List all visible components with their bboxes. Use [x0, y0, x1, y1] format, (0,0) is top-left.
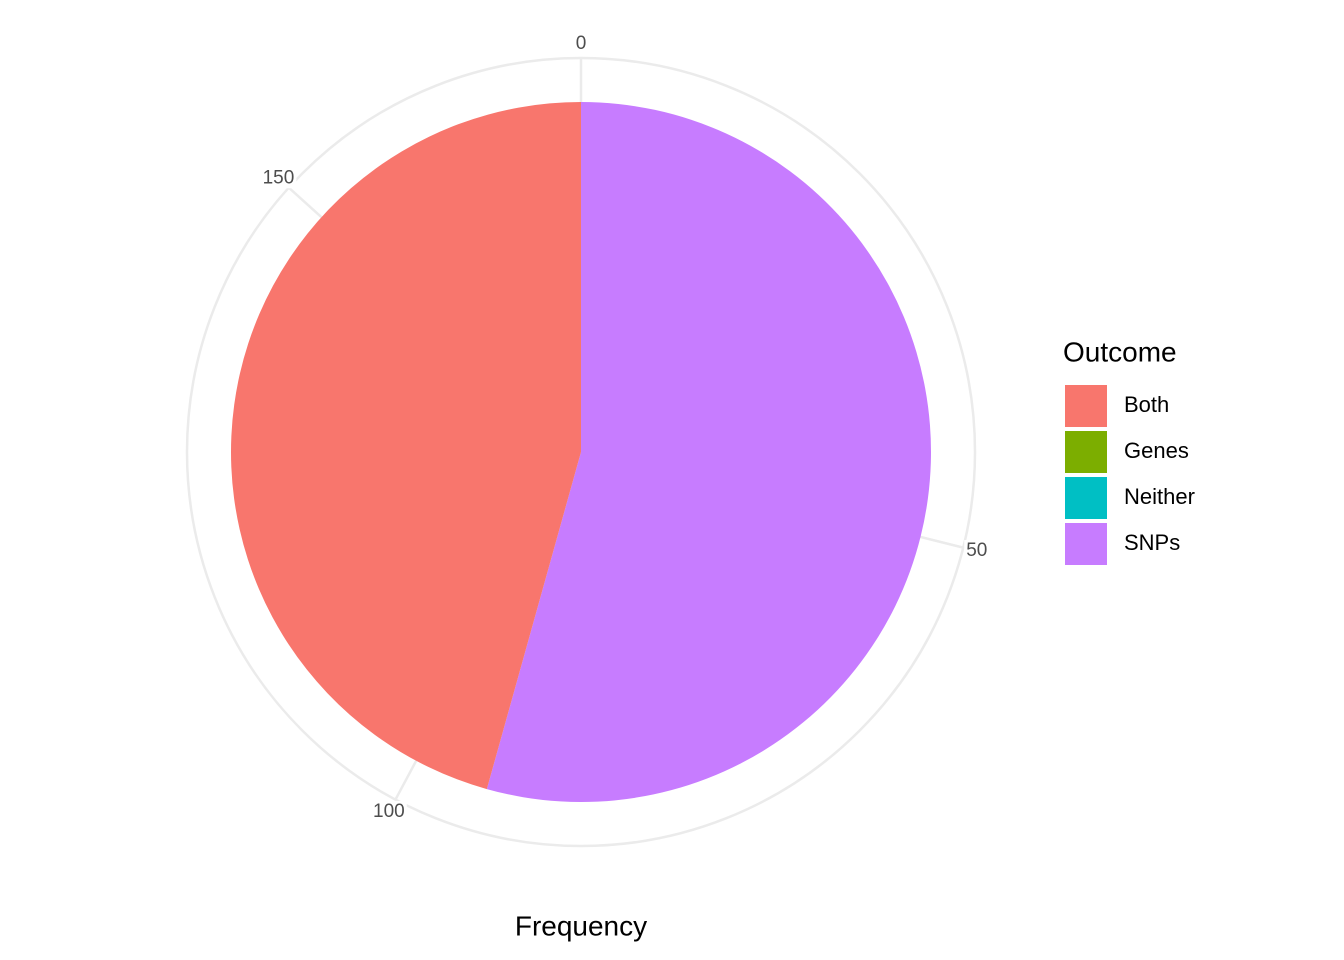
- legend-title: Outcome: [1063, 336, 1177, 367]
- theta-tick-label: 150: [263, 167, 295, 188]
- theta-tick-label: 0: [576, 33, 587, 54]
- tick-label-bg: [260, 167, 297, 189]
- legend-key: [1065, 523, 1107, 565]
- legend-label: Genes: [1124, 438, 1189, 463]
- pie-slice: [486, 102, 931, 802]
- x-axis-title: Frequency: [515, 910, 647, 941]
- tick-label-bg: [573, 33, 589, 55]
- pie-slice: [230, 102, 581, 790]
- legend-label: Both: [1124, 392, 1169, 417]
- tick-label-bg: [964, 540, 990, 562]
- legend-key: [1065, 477, 1107, 519]
- tick-label-bg: [371, 800, 407, 822]
- theta-tick-label: 100: [373, 801, 405, 822]
- legend-key: [1065, 385, 1107, 427]
- legend-label: SNPs: [1124, 530, 1180, 555]
- legend-label: Neither: [1124, 484, 1195, 509]
- legend-key: [1065, 431, 1107, 473]
- theta-tick-label: 50: [966, 540, 987, 561]
